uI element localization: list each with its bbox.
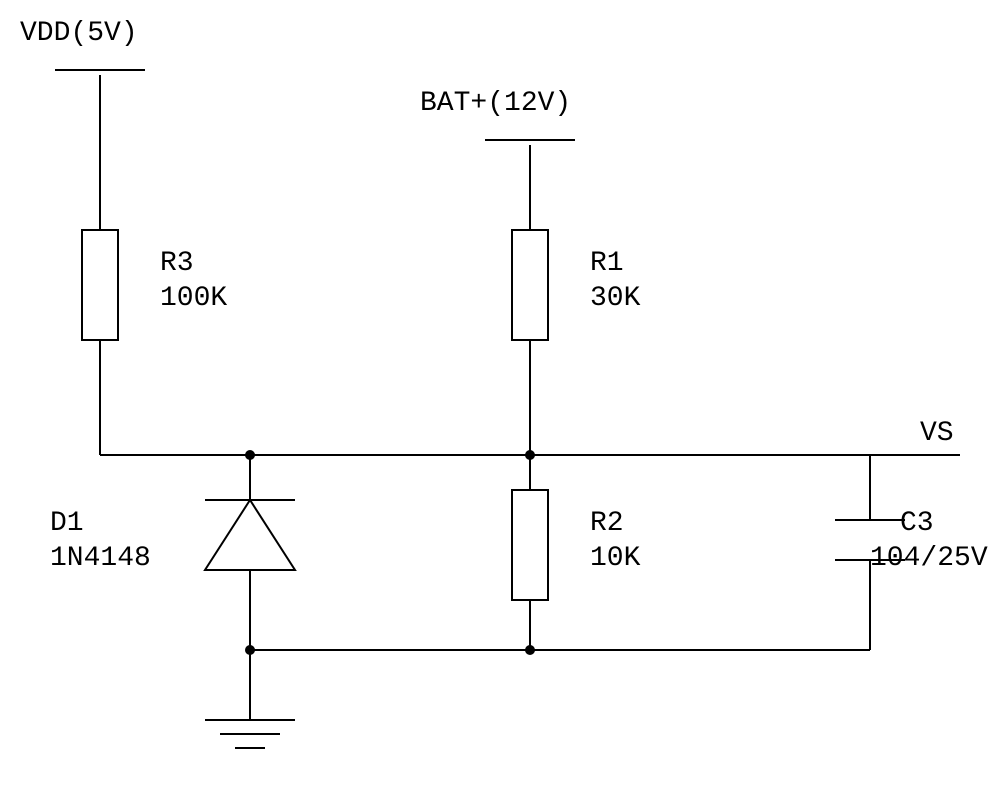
node-dot — [525, 450, 535, 460]
resistor-r1 — [512, 230, 548, 455]
c3-ref-label: C3 — [900, 508, 934, 539]
r1-val-label: 30K — [590, 283, 641, 314]
r2-ref-label: R2 — [590, 508, 624, 539]
r3-val-label: 100K — [160, 283, 227, 314]
bat-label: BAT+(12V) — [420, 88, 571, 119]
r2-val-label: 10K — [590, 543, 641, 574]
vdd-label: VDD(5V) — [20, 18, 138, 49]
circuit-diagram: VDD(5V) BAT+(12V) R3 100K R1 30K R2 10K … — [0, 0, 1000, 796]
node-dot — [525, 645, 535, 655]
node-dot — [245, 645, 255, 655]
node-dot — [245, 450, 255, 460]
bat-power-rail — [485, 140, 575, 230]
ground-symbol — [205, 650, 295, 748]
vdd-power-rail — [55, 70, 145, 230]
diode-d1 — [205, 455, 295, 650]
resistor-r2 — [512, 455, 548, 650]
r3-ref-label: R3 — [160, 248, 194, 279]
resistor-r3 — [82, 230, 118, 455]
vs-label: VS — [920, 418, 954, 449]
d1-ref-label: D1 — [50, 508, 84, 539]
c3-val-label: 104/25V — [870, 543, 988, 574]
d1-val-label: 1N4148 — [50, 543, 151, 574]
r1-ref-label: R1 — [590, 248, 624, 279]
